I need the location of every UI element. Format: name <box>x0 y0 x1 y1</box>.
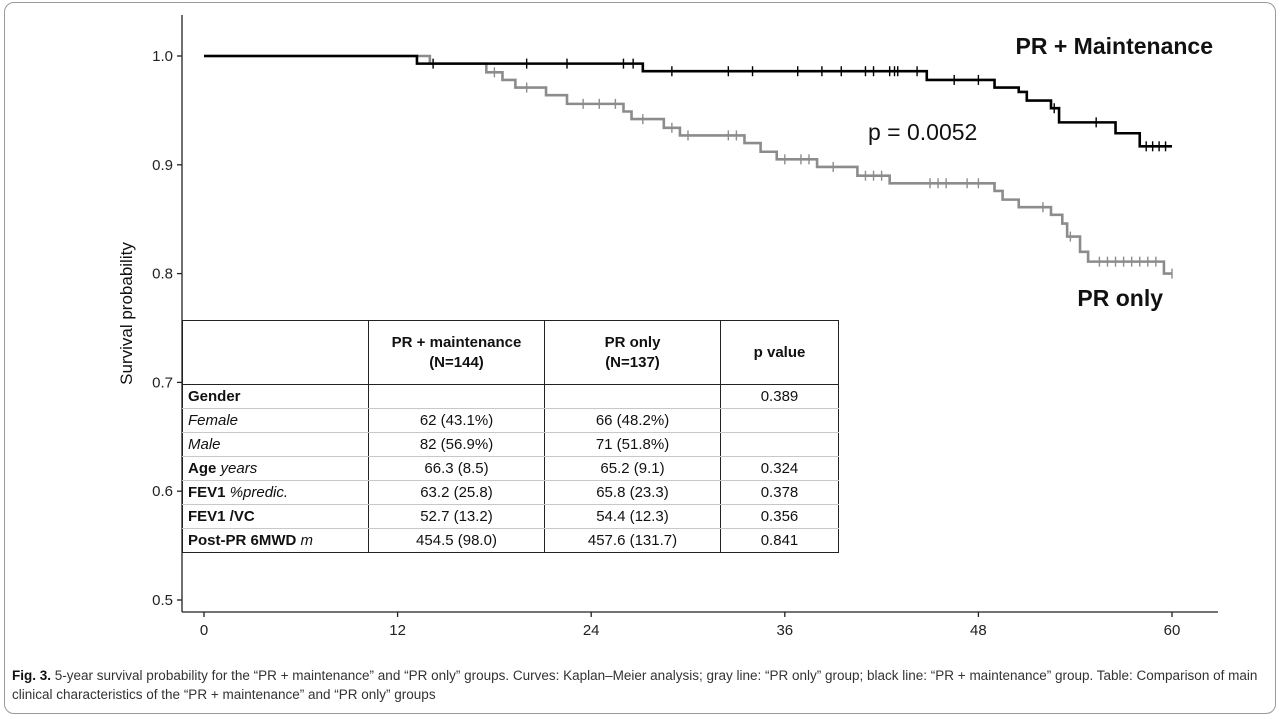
row-label: FEV1 %predic. <box>182 480 369 505</box>
pr-only-value: 457.6 (131.7) <box>544 528 721 553</box>
table-row: Post-PR 6MWD m 454.5 (98.0) 457.6 (131.7) 0… <box>182 528 839 553</box>
p-value: 0.324 <box>720 456 839 481</box>
table-row: FEV1 %predic. 63.2 (25.8) 65.8 (23.3) 0.378 <box>182 480 839 505</box>
row-label: Female <box>182 408 369 433</box>
y-tick-label: 0.9 <box>152 157 173 174</box>
pr-only-value <box>544 384 721 409</box>
pr-maintenance-value: 62 (43.1%) <box>368 408 545 433</box>
y-tick-label: 0.7 <box>152 374 173 391</box>
table-header-row: PR + maintenance (N=144) PR only (N=137) p… <box>182 320 839 385</box>
row-label: FEV1 /VC <box>182 504 369 529</box>
pr-maintenance-value: 82 (56.9%) <box>368 432 545 457</box>
pr-only-value: 71 (51.8%) <box>544 432 721 457</box>
y-tick-label: 0.8 <box>152 266 173 283</box>
row-label: Male <box>182 432 369 457</box>
row-label: Post-PR 6MWD m <box>182 528 369 553</box>
y-tick-label: 0.5 <box>152 592 173 609</box>
x-tick-label: 0 <box>200 622 208 639</box>
x-tick-label: 24 <box>583 622 600 639</box>
x-tick-label: 36 <box>776 622 793 639</box>
x-tick-label: 12 <box>389 622 406 639</box>
table-row: Gender 0.389 <box>182 384 839 409</box>
y-axis-title: Survival probability <box>117 242 136 385</box>
pr-maintenance-value: 454.5 (98.0) <box>368 528 545 553</box>
figure-caption-text: 5-year survival probability for the “PR … <box>12 668 1258 702</box>
km-curve-pr-maintenance <box>204 54 1172 148</box>
curve-label-pr-maintenance: PR + Maintenance <box>1016 33 1213 59</box>
table-row: Male 82 (56.9%) 71 (51.8%) <box>182 432 839 457</box>
p-value <box>720 408 839 433</box>
p-value: 0.356 <box>720 504 839 529</box>
table-header-empty <box>182 320 369 385</box>
x-tick-label: 60 <box>1164 622 1181 639</box>
table-row: FEV1 /VC 52.7 (13.2) 54.4 (12.3) 0.356 <box>182 504 839 529</box>
table-row: Age years 66.3 (8.5) 65.2 (9.1) 0.324 <box>182 456 839 481</box>
p-value <box>720 432 839 457</box>
p-value: 0.841 <box>720 528 839 553</box>
survival-plot: 0.5 0.6 0.7 0.8 0.9 1.0 0 12 24 36 48 60 Survival pr… <box>117 15 1218 639</box>
figure-caption: Fig. 3. 5-year survival probability for … <box>12 666 1262 704</box>
curve-label-pr-only: PR only <box>1077 285 1163 311</box>
x-tick-label: 48 <box>970 622 987 639</box>
p-value: 0.378 <box>720 480 839 505</box>
pr-only-value: 54.4 (12.3) <box>544 504 721 529</box>
pr-only-value: 65.2 (9.1) <box>544 456 721 481</box>
row-label: Gender <box>182 384 369 409</box>
table-header-pr-maintenance: PR + maintenance (N=144) <box>368 320 545 385</box>
table-header-p-value: p value <box>720 320 839 385</box>
table-header-pr-only: PR only (N=137) <box>544 320 721 385</box>
characteristics-table: PR + maintenance (N=144) PR only (N=137) p… <box>182 320 839 553</box>
km-curve-pr-only <box>204 54 1172 275</box>
row-label: Age years <box>182 456 369 481</box>
p-value: 0.389 <box>720 384 839 409</box>
pr-maintenance-value: 52.7 (13.2) <box>368 504 545 529</box>
pr-maintenance-value: 63.2 (25.8) <box>368 480 545 505</box>
y-tick-label: 1.0 <box>152 48 173 65</box>
table-row: Female 62 (43.1%) 66 (48.2%) <box>182 408 839 433</box>
pr-maintenance-value: 66.3 (8.5) <box>368 456 545 481</box>
pr-maintenance-value <box>368 384 545 409</box>
pr-only-value: 65.8 (23.3) <box>544 480 721 505</box>
figure-frame <box>4 2 1276 714</box>
y-tick-label: 0.6 <box>152 483 173 500</box>
figure-label: Fig. 3. <box>12 668 52 683</box>
p-value-annotation: p = 0.0052 <box>868 119 977 145</box>
pr-only-value: 66 (48.2%) <box>544 408 721 433</box>
